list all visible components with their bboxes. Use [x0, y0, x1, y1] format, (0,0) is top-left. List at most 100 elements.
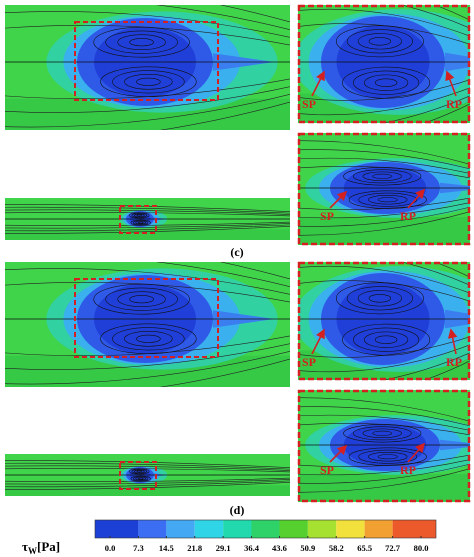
recirculation [137, 221, 144, 224]
tick-label: 50.9 [300, 543, 315, 553]
streamline [219, 5, 290, 23]
streamline [5, 224, 290, 232]
recirculation [124, 331, 173, 347]
recirculation [368, 194, 408, 205]
flow-image [298, 133, 470, 245]
colorbar-segment [138, 520, 167, 538]
colorbar-segment [251, 520, 280, 538]
recirculation [368, 294, 392, 303]
recirculation [343, 424, 422, 443]
recirculation [358, 192, 418, 207]
recirculation [377, 454, 398, 460]
colorbar-segment [166, 520, 195, 538]
streamline [382, 352, 470, 380]
flow-image [298, 5, 470, 123]
recirculation [335, 282, 424, 315]
recirculation [131, 213, 147, 218]
colorbar-label: τW[Pa] [22, 539, 60, 556]
recirculation [124, 74, 173, 90]
annotation: RP [400, 209, 416, 223]
streamline [382, 95, 470, 123]
recirculation [363, 331, 409, 348]
streamline [298, 87, 470, 116]
streamline [298, 149, 470, 170]
streamline [5, 460, 290, 469]
colorbar-segment [279, 520, 308, 538]
streamline [298, 468, 470, 493]
streamline [298, 406, 470, 427]
recirculation [342, 323, 431, 356]
annotation: SP [320, 209, 334, 223]
streamline [5, 223, 290, 229]
flow-image [5, 262, 290, 387]
streamline [5, 206, 290, 214]
streamline [5, 480, 290, 488]
recirculation [129, 38, 154, 47]
streamline [298, 157, 470, 174]
recirculation [105, 287, 178, 311]
colorbar-segment [194, 520, 224, 538]
recirculation [130, 219, 151, 226]
streamline [5, 94, 290, 128]
streamline [298, 459, 470, 476]
recirculation [377, 197, 398, 203]
colorbar-segment [95, 520, 139, 538]
streamline [298, 463, 470, 484]
wall-shade [298, 474, 470, 502]
tick-label: 65.5 [357, 543, 372, 553]
recirculation [357, 290, 403, 307]
streamline [298, 211, 470, 236]
recirculation [358, 449, 418, 464]
recirculation [129, 468, 150, 475]
recirculation [136, 470, 143, 473]
zoom-box [119, 205, 157, 234]
recirculation [117, 34, 166, 50]
recirculation [348, 190, 427, 209]
recirculation [131, 469, 147, 474]
recirculation [357, 33, 403, 50]
streamline [423, 360, 470, 380]
zoom-border [297, 261, 471, 381]
flow-image [298, 262, 470, 380]
colorbar-segment [336, 520, 365, 538]
tick-label: 21.8 [187, 543, 202, 553]
streamline [219, 262, 290, 280]
streamline [298, 206, 470, 227]
colorbar-segment [364, 520, 393, 538]
recirculation [135, 476, 146, 481]
streamline [5, 11, 290, 38]
recirculation [112, 70, 185, 94]
tick-label: 7.3 [133, 543, 144, 553]
streamline [156, 5, 290, 30]
recirculation [100, 323, 197, 355]
streamline [156, 262, 290, 287]
flow-image [5, 198, 290, 240]
wall-shade [5, 229, 290, 240]
annotation: SP [302, 355, 316, 369]
streamline [159, 101, 290, 130]
streamline [298, 8, 470, 37]
tick-label: 14.5 [159, 543, 174, 553]
recirculation [346, 29, 413, 54]
streamline [5, 479, 290, 485]
tick-label: 43.6 [272, 543, 287, 553]
recirculation [136, 77, 161, 86]
recirculation [100, 66, 197, 98]
streamline [298, 140, 470, 165]
recirculation [129, 212, 150, 219]
recirculation [362, 428, 402, 439]
colorbar-segment [307, 520, 337, 538]
streamline [5, 343, 290, 370]
zoom-box [119, 461, 157, 490]
annotation: RP [446, 97, 462, 111]
recirculation [117, 291, 166, 307]
recirculation [134, 469, 145, 474]
recirculation [372, 430, 393, 436]
recirculation [353, 70, 420, 95]
tick-label: 36.4 [244, 543, 260, 553]
recirculation [105, 30, 178, 54]
recirculation [353, 327, 420, 352]
zoom-border [297, 389, 471, 503]
recirculation [136, 334, 161, 343]
